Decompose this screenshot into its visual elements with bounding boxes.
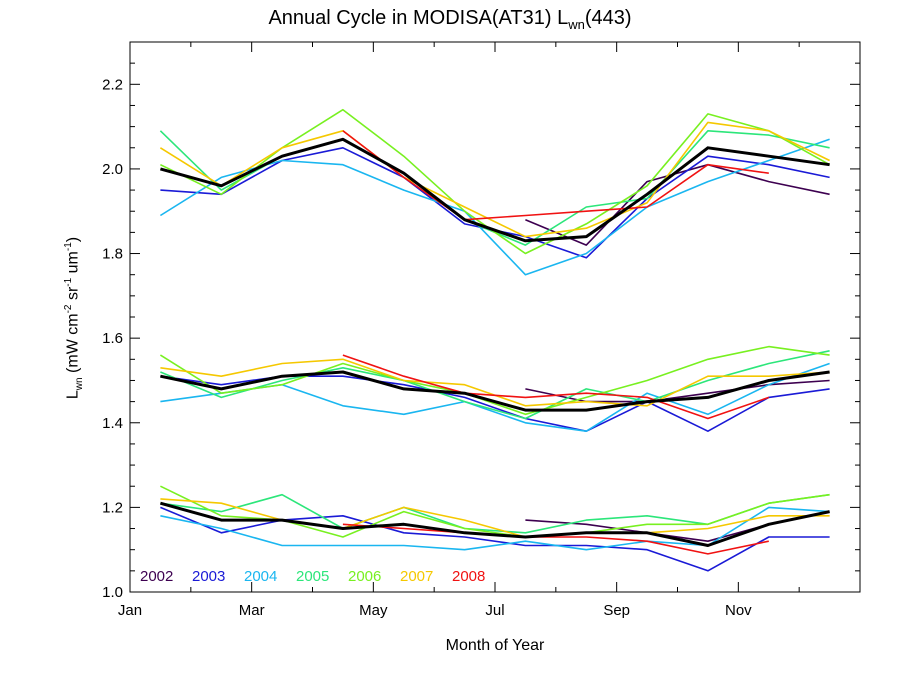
series-line-upper-2007 — [159, 121, 830, 238]
series-line-middle-2008 — [342, 354, 770, 420]
legend-entry-2008: 2008 — [452, 568, 485, 585]
legend-entry-2002: 2002 — [140, 568, 173, 585]
ylabel-main: L — [64, 390, 82, 400]
y-tick-label: 2.2 — [102, 76, 123, 93]
series-line-upper-2008 — [342, 130, 769, 221]
series-line-lower-mean — [159, 501, 830, 547]
series-line-middle-2005 — [160, 350, 830, 420]
legend-entry-2007: 2007 — [400, 568, 433, 585]
series-line-upper-2002 — [525, 163, 830, 246]
x-tick-label: May — [359, 602, 388, 619]
x-tick-label: Mar — [239, 602, 265, 619]
series-line-upper-2005 — [159, 130, 830, 246]
series-line-middle-2004 — [160, 362, 830, 433]
series-line-upper-2006 — [160, 108, 830, 255]
title-suffix: (443) — [584, 7, 632, 29]
chart-title: Annual Cycle in MODISA(AT31) Lwn(443) — [0, 7, 900, 32]
y-tick-label: 1.4 — [102, 415, 123, 432]
series-line-middle-2006 — [159, 345, 830, 416]
x-tick-label: Sep — [603, 602, 630, 619]
y-tick-label: 2.0 — [102, 161, 123, 178]
ylabel-sup2: -1 — [63, 277, 75, 287]
series-line-lower-2008 — [342, 523, 769, 555]
y-tick-label: 1.8 — [102, 246, 123, 263]
ylabel-sup1: -2 — [63, 304, 75, 314]
series-line-middle-mean — [160, 370, 830, 412]
ylabel-sup3: -1 — [63, 242, 75, 252]
title-prefix: Annual Cycle in MODISA(AT31) L — [268, 7, 569, 29]
legend-entry-2003: 2003 — [192, 568, 225, 585]
y-axis-label: Lwn (mW cm-2 sr-1 um-1) — [63, 237, 85, 399]
series-line-middle-2007 — [160, 358, 830, 407]
series-line-upper-2004 — [159, 138, 830, 276]
y-tick-label: 1.2 — [102, 499, 123, 516]
ylabel-part3: um — [64, 251, 82, 278]
series-line-lower-2004 — [160, 506, 830, 551]
legend-entry-2004: 2004 — [244, 568, 277, 585]
y-tick-label: 1.0 — [102, 584, 123, 601]
y-tick-label: 1.6 — [102, 330, 123, 347]
x-axis-label: Month of Year — [445, 637, 545, 654]
x-tick-label: Jan — [118, 602, 142, 619]
x-tick-label: Jul — [485, 602, 504, 619]
x-tick-label: Nov — [725, 602, 752, 619]
ylabel-part2: sr — [64, 286, 82, 305]
ylabel-part4: ) — [64, 236, 82, 243]
title-subscript: wn — [568, 17, 585, 32]
legend-entry-2006: 2006 — [348, 568, 381, 585]
series-line-upper-mean — [159, 137, 830, 243]
series-line-lower-2003 — [160, 506, 830, 572]
legend-entry-2005: 2005 — [296, 568, 329, 585]
series-line-lower-2007 — [160, 498, 830, 538]
ylabel-main-sub: wn — [73, 377, 85, 391]
ylabel-part1: (mW cm — [64, 313, 82, 378]
